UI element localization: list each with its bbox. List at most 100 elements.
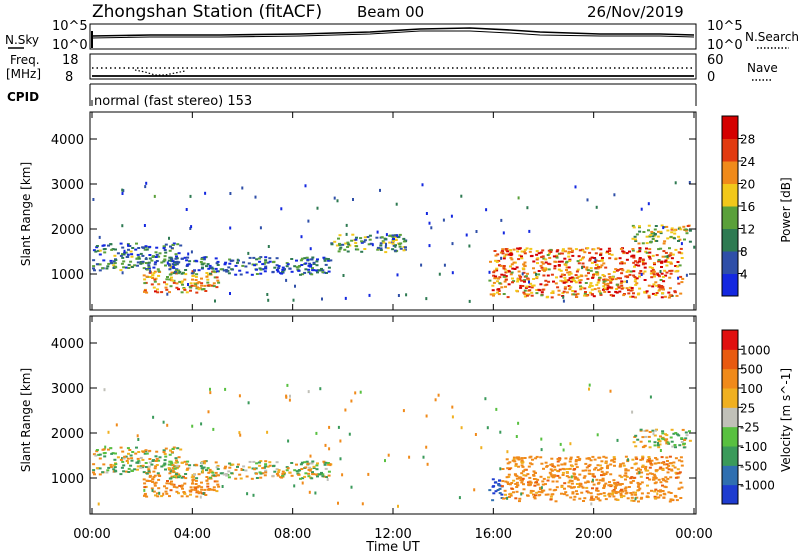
velocity-echo-cell xyxy=(109,463,113,466)
velocity-echo-cell xyxy=(153,474,157,477)
power-echo-cell xyxy=(628,286,632,289)
velocity-echo-cell xyxy=(669,476,673,479)
velocity-echo-cell xyxy=(532,496,536,498)
power-echo-cell xyxy=(428,221,431,225)
velocity-echo-cell xyxy=(199,465,203,467)
power-echo-cell xyxy=(624,280,628,283)
power-echo-cell xyxy=(556,286,560,289)
velocity-echo-cell xyxy=(604,461,608,464)
velocity-echo-cell xyxy=(434,398,437,402)
velocity-echo-cell xyxy=(507,473,511,476)
power-echo-cell xyxy=(145,291,149,294)
velocity-echo-cell xyxy=(660,461,664,464)
velocity-echo-cell xyxy=(186,460,190,463)
power-echo-cell xyxy=(660,285,664,287)
power-echo-cell xyxy=(590,288,594,291)
velocity-echo-cell xyxy=(604,482,608,485)
velocity-echo-cell xyxy=(639,475,643,478)
beam-title: Beam 00 xyxy=(357,3,424,21)
velocity-echo-cell xyxy=(142,471,146,474)
velocity-echo-cell xyxy=(570,465,574,468)
velocity-echo-cell xyxy=(539,475,543,478)
power-echo-cell xyxy=(162,247,166,250)
velocity-echo-cell xyxy=(121,460,125,463)
velocity-echo-cell xyxy=(95,449,99,451)
velocity-echo-cell xyxy=(397,504,399,508)
power-echo-cell xyxy=(379,188,381,192)
velocity-echo-cell xyxy=(596,489,600,492)
power-echo-cell xyxy=(181,283,184,286)
velocity-echo-cell xyxy=(509,494,513,497)
power-echo-cell xyxy=(234,264,238,267)
power-echo-cell xyxy=(586,247,590,250)
power-echo-cell xyxy=(529,282,533,285)
velocity-echo-cell xyxy=(585,457,589,460)
velocity-echo-cell xyxy=(240,468,243,471)
velocity-echo-cell xyxy=(306,462,310,465)
velocity-echo-cell xyxy=(588,457,591,460)
power-echo-cell xyxy=(145,275,149,278)
power-echo-cell xyxy=(648,248,652,251)
power-echo-cell xyxy=(136,253,140,256)
power-echo-cell xyxy=(662,250,666,253)
power-echo-cell xyxy=(563,287,567,290)
power-echo-cell xyxy=(576,292,580,295)
velocity-echo-cell xyxy=(255,462,259,465)
velocity-echo-cell xyxy=(134,452,138,455)
velocity-echo-cell xyxy=(586,481,590,484)
power-echo-cell xyxy=(165,288,169,291)
power-echo-cell xyxy=(254,263,258,266)
velocity-echo-cell xyxy=(592,483,596,486)
velocity-echo-cell xyxy=(188,489,192,492)
power-echo-cell xyxy=(181,257,184,260)
power-echo-cell xyxy=(225,270,229,273)
velocity-echo-cell xyxy=(125,460,129,462)
velocity-echo-cell xyxy=(144,449,148,452)
power-echo-cell xyxy=(632,254,636,257)
velocity-echo-cell xyxy=(312,467,316,469)
power-echo-cell xyxy=(183,256,187,259)
velocity-echo-cell xyxy=(264,469,268,472)
velocity-echo-cell xyxy=(170,462,174,465)
power-echo-cell xyxy=(643,279,647,281)
power-echo-cell xyxy=(172,242,176,245)
power-echo-cell xyxy=(307,271,311,274)
power-echo-cell xyxy=(123,249,126,253)
velocity-echo-cell xyxy=(548,488,552,491)
power-colorbar-swatch xyxy=(722,228,738,252)
power-echo-cell xyxy=(304,184,307,188)
power-echo-cell xyxy=(496,253,500,256)
power-echo-cell xyxy=(566,271,570,274)
power-echo-cell xyxy=(557,264,561,266)
power-colorbar-tick-label: 12 xyxy=(740,223,755,237)
power-echo-cell xyxy=(647,284,651,287)
velocity-echo-cell xyxy=(666,471,670,474)
velocity-echo-cell xyxy=(540,462,544,465)
power-echo-cell xyxy=(500,273,504,276)
velocity-echo-cell xyxy=(522,474,526,477)
noise-left-tick-bottom: 10^0 xyxy=(52,38,88,53)
power-colorbar-label: Power [dB] xyxy=(779,177,793,242)
velocity-echo-cell xyxy=(676,433,679,436)
power-colorbar-tick-label: 16 xyxy=(740,200,755,214)
velocity-echo-cell xyxy=(264,463,268,466)
velocity-echo-cell xyxy=(131,451,135,453)
velocity-echo-cell xyxy=(191,482,194,485)
velocity-echo-cell xyxy=(169,489,173,492)
velocity-echo-cell xyxy=(654,469,658,472)
velocity-echo-cell xyxy=(320,471,323,474)
power-echo-cell xyxy=(510,271,514,274)
velocity-echo-cell xyxy=(119,473,123,476)
power-echo-cell xyxy=(292,298,295,302)
power-echo-cell xyxy=(656,272,659,275)
power-echo-cell xyxy=(295,259,298,262)
velocity-echo-cell xyxy=(517,465,520,468)
power-echo-cell xyxy=(170,258,174,261)
power-echo-cell xyxy=(541,249,545,252)
power-echo-cell xyxy=(595,283,599,286)
velocity-echo-cell xyxy=(643,444,647,447)
velocity-echo-cell xyxy=(677,459,681,462)
velocity-echo-cell xyxy=(540,437,543,441)
power-echo-cell xyxy=(645,251,649,254)
power-echo-cell xyxy=(618,290,622,293)
